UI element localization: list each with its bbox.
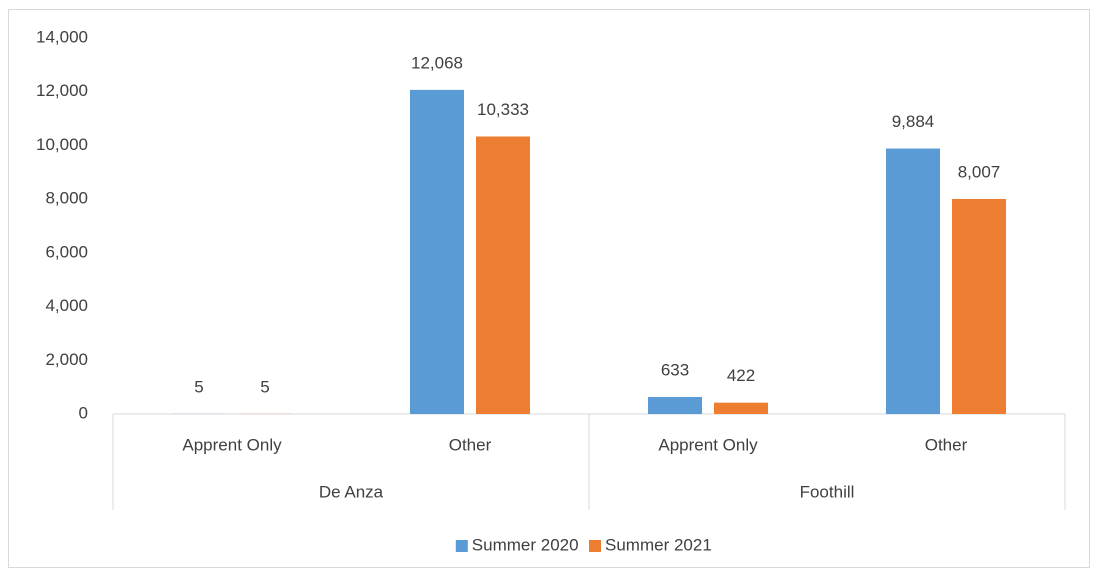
y-tick-label: 14,000	[36, 27, 88, 46]
y-tick-label: 6,000	[45, 242, 88, 261]
y-tick-label: 8,000	[45, 189, 88, 208]
legend-swatch	[589, 540, 601, 552]
x-tick-label: Apprent Only	[658, 435, 758, 454]
y-tick-label: 10,000	[36, 135, 88, 154]
y-tick-label: 2,000	[45, 350, 88, 369]
group-label: De Anza	[319, 482, 384, 501]
bar	[952, 198, 1006, 414]
group-label: Foothill	[800, 482, 855, 501]
data-label: 5	[260, 377, 269, 396]
legend-swatch	[455, 540, 468, 552]
bar	[886, 148, 940, 414]
y-tick-label: 4,000	[45, 296, 88, 315]
legend-label: Summer 2020	[472, 535, 579, 554]
bar	[714, 402, 768, 414]
bar	[410, 89, 464, 414]
bar	[476, 136, 530, 414]
y-tick-label: 0	[79, 403, 88, 422]
x-tick-label: Other	[925, 435, 968, 454]
x-tick-label: Other	[449, 435, 492, 454]
y-tick-label: 12,000	[36, 81, 88, 100]
bar	[648, 396, 702, 414]
data-label: 5	[194, 377, 203, 396]
data-label: 422	[727, 366, 755, 385]
data-label: 9,884	[892, 112, 935, 131]
data-label: 12,068	[411, 53, 463, 72]
data-label: 10,333	[477, 100, 529, 119]
data-label: 8,007	[958, 162, 1001, 181]
data-label: 633	[661, 360, 689, 379]
legend-label: Summer 2021	[605, 535, 712, 554]
x-tick-label: Apprent Only	[182, 435, 282, 454]
